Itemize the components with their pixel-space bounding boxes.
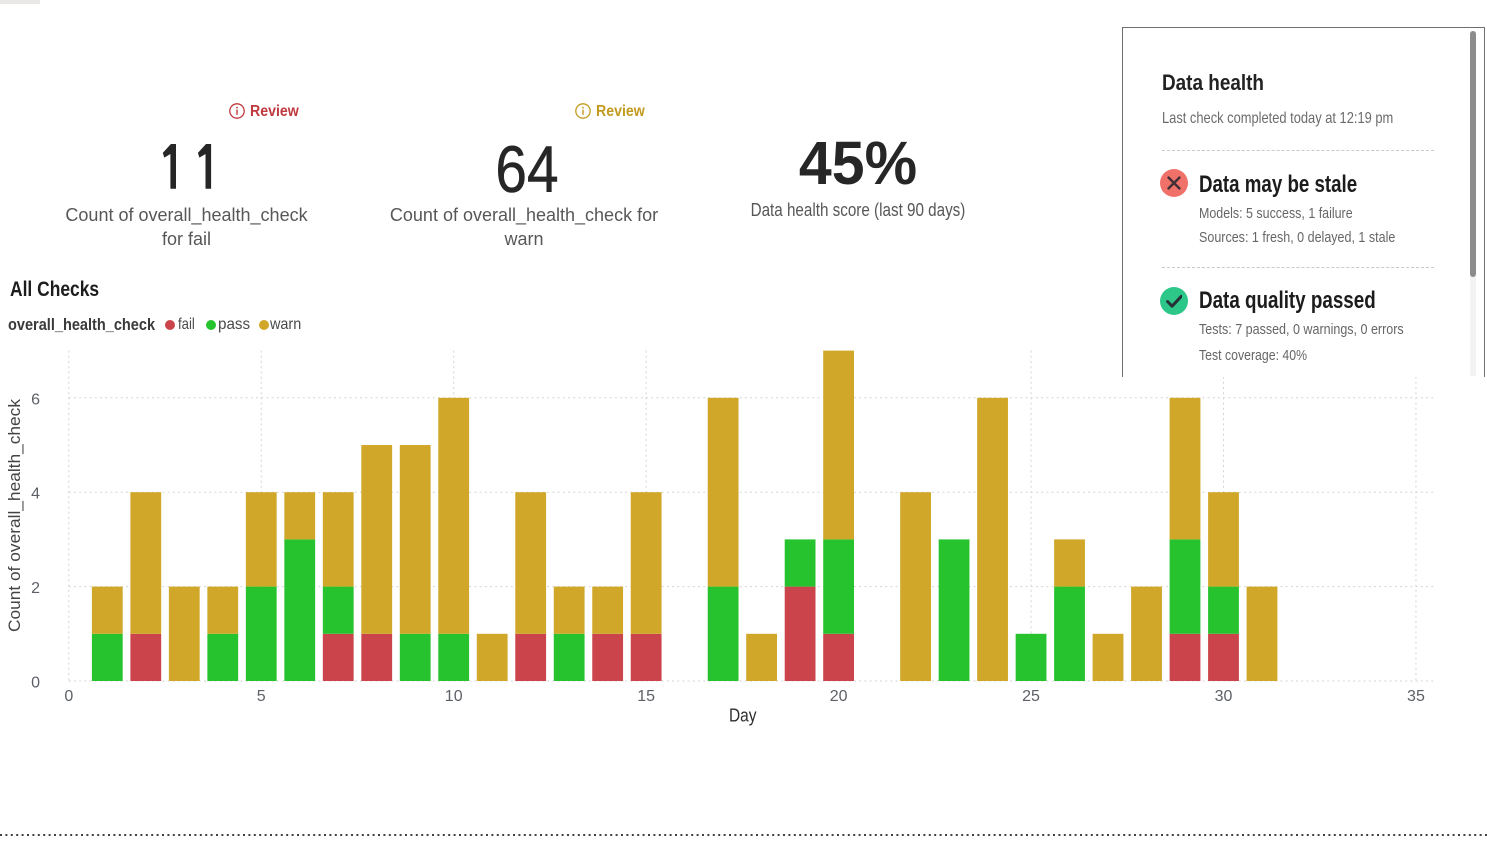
svg-text:15: 15 (637, 688, 655, 705)
svg-text:Day: Day (729, 706, 757, 726)
svg-text:35: 35 (1407, 688, 1425, 705)
svg-text:25: 25 (1022, 688, 1040, 705)
svg-text:10: 10 (445, 688, 463, 705)
svg-text:30: 30 (1215, 688, 1233, 705)
svg-text:0: 0 (31, 675, 40, 692)
svg-text:4: 4 (31, 486, 40, 503)
svg-text:0: 0 (64, 688, 73, 705)
svg-text:20: 20 (830, 688, 848, 705)
svg-text:Count of overall_health_check: Count of overall_health_check (6, 398, 24, 632)
svg-text:6: 6 (31, 391, 40, 408)
svg-text:5: 5 (257, 688, 266, 705)
svg-text:2: 2 (31, 580, 40, 597)
